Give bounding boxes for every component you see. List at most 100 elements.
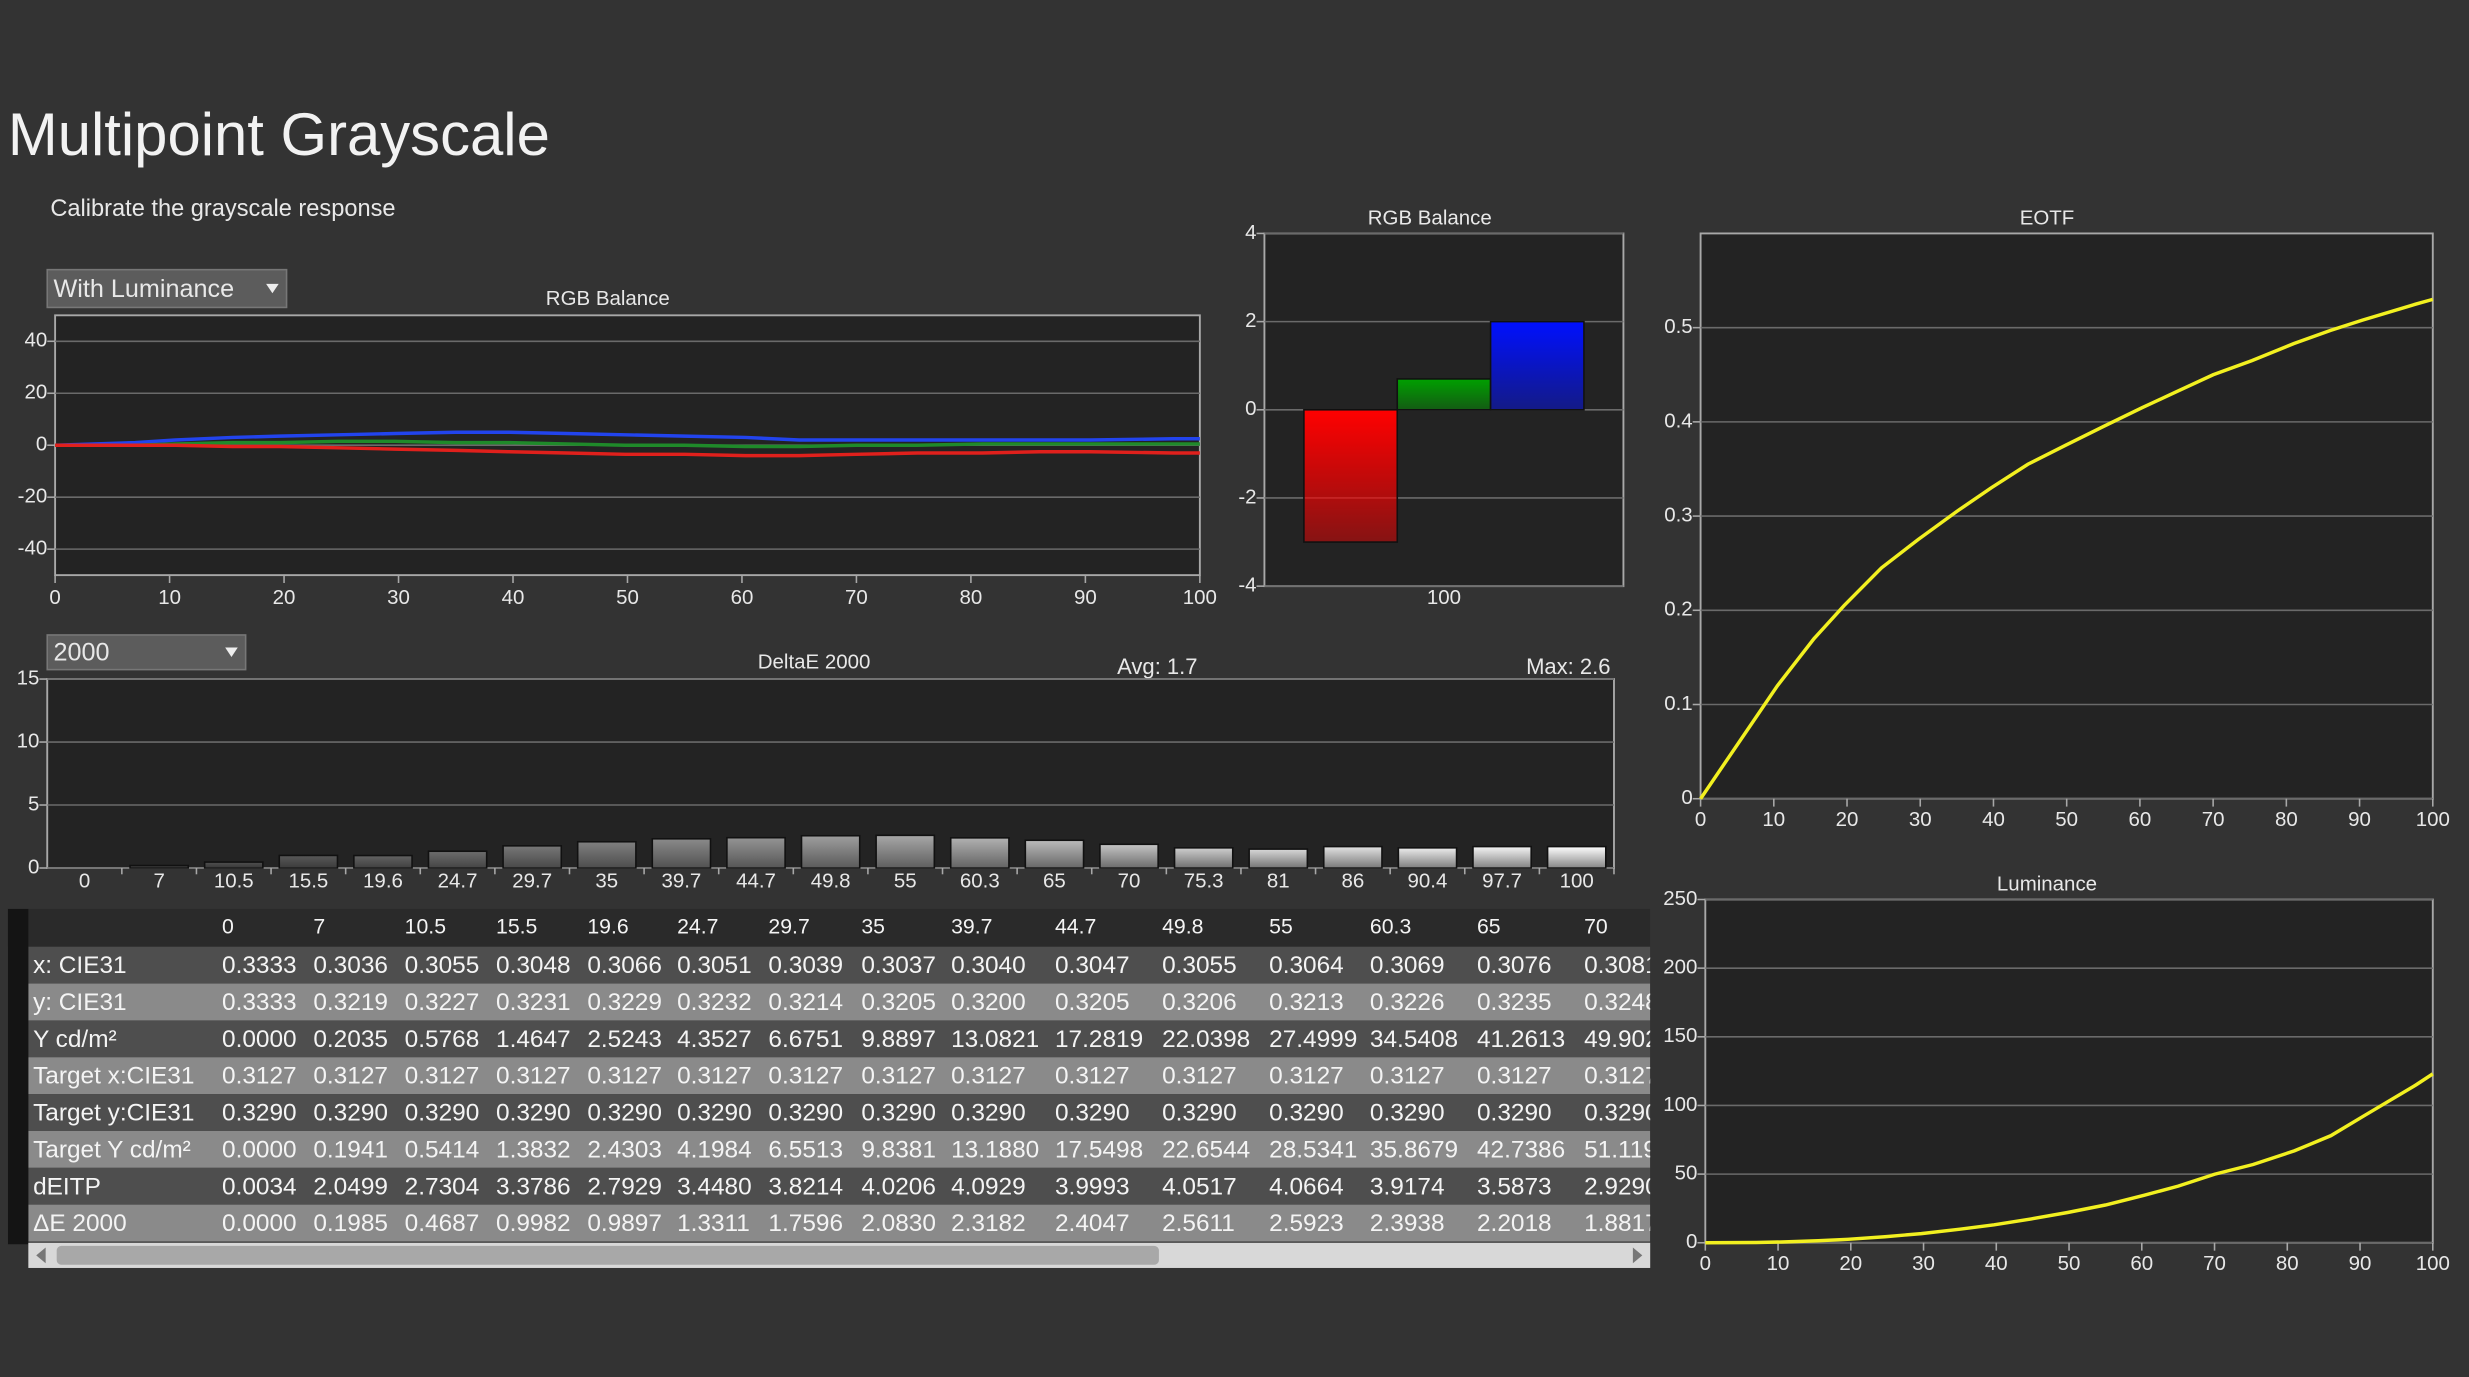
table-cell: 9.8897	[861, 1026, 936, 1053]
x-tick-label: 97.7	[1482, 870, 1522, 893]
table-cell: 1.8817	[1584, 1210, 1659, 1237]
table-cell: 49.9021	[1584, 1026, 1672, 1053]
x-tick-label: 100	[2416, 808, 2450, 831]
table-cell: 0.5414	[405, 1136, 480, 1163]
scroll-thumb[interactable]	[56, 1245, 1159, 1265]
row-label: ΔE 2000	[33, 1210, 127, 1237]
x-tick-label: 20	[273, 586, 296, 609]
x-tick-label: 44.7	[736, 870, 776, 893]
x-tick-label: 35	[595, 870, 618, 893]
table-cell: 0.0000	[222, 1136, 297, 1163]
bar	[1396, 378, 1492, 411]
data-line	[55, 443, 1200, 458]
column-header: 65	[1477, 914, 1501, 938]
table-cell: 0.3076	[1477, 952, 1552, 979]
x-tick-label: 10.5	[214, 870, 254, 893]
table-cell: 3.9993	[1055, 1173, 1130, 1200]
x-tick-label: 70	[1118, 870, 1141, 893]
table-cell: 27.4999	[1269, 1026, 1357, 1053]
x-tick-label: 60	[731, 586, 754, 609]
data-line	[1699, 297, 2434, 800]
table-cell: 0.4687	[405, 1210, 480, 1237]
x-tick-label: 0	[1700, 1252, 1711, 1275]
table-header-bg	[7, 908, 1651, 947]
dropdown-value[interactable]: With Luminance	[54, 275, 235, 303]
dropdown-arrow[interactable]	[266, 283, 279, 294]
table-cell: 13.0821	[951, 1026, 1039, 1053]
table-row-header-strip	[7, 908, 29, 1245]
x-tick-label: 81	[1267, 870, 1290, 893]
table-cell: 0.3127	[1584, 1063, 1659, 1090]
table-cell: 41.2613	[1477, 1026, 1565, 1053]
table-cell: 0.3229	[587, 989, 662, 1016]
table-row-bg	[28, 983, 1651, 1021]
table-cell: 0.3290	[313, 1100, 388, 1127]
table-cell: 0.3039	[768, 952, 843, 979]
y-tick-label: 0	[28, 855, 39, 878]
scroll-right[interactable]	[1632, 1247, 1643, 1264]
bar	[1024, 839, 1085, 869]
x-tick-label: 86	[1341, 870, 1364, 893]
table-cell: 0.3248	[1584, 989, 1659, 1016]
table-cell: 0.3127	[951, 1063, 1026, 1090]
table-cell: 0.3290	[1055, 1100, 1130, 1127]
table-cell: 0.3064	[1269, 952, 1344, 979]
table-cell: 2.0499	[313, 1173, 388, 1200]
row-label: Target y:CIE31	[33, 1100, 194, 1127]
column-header: 7	[313, 914, 325, 938]
x-tick-label: 30	[387, 586, 410, 609]
dropdown-box[interactable]	[46, 268, 288, 309]
scrollbar[interactable]	[28, 1242, 1651, 1268]
table-cell: 0.3219	[313, 989, 388, 1016]
data-table: 0 7 10.5 15.5 19.6 24.7 29.7 35 39.7 44.7 49.8 55 60…	[7, 908, 1672, 1245]
bar	[1173, 847, 1234, 869]
column-header: 44.7	[1055, 914, 1096, 938]
table-cell: 0.3213	[1269, 989, 1344, 1016]
bar	[875, 834, 936, 869]
chart: RGB Balance -40 -20 0 20 40 0 10 20 30 40 50 60 70 80 9…	[18, 287, 1217, 609]
x-tick-label: 90	[2349, 1252, 2372, 1275]
mode-dropdown[interactable]: With Luminance	[46, 268, 288, 309]
scroll-left[interactable]	[36, 1247, 46, 1264]
table-cell: 0.0034	[222, 1173, 297, 1200]
x-tick-label: 60	[2129, 808, 2152, 831]
y-tick-label: 0.2	[1664, 598, 1692, 621]
bar	[1248, 848, 1309, 869]
data-line	[55, 430, 1200, 447]
bar	[1397, 847, 1458, 869]
x-tick-label: 50	[2055, 808, 2078, 831]
table-cell: 0.3127	[587, 1063, 662, 1090]
bar	[1322, 845, 1383, 869]
table-cell: 0.3200	[951, 989, 1026, 1016]
table-cell: 2.7929	[587, 1173, 662, 1200]
table-cell: 3.8214	[768, 1173, 843, 1200]
column-header: 35	[861, 914, 885, 938]
table-cell: 17.5498	[1055, 1136, 1143, 1163]
table-cell: 0.3127	[1269, 1063, 1344, 1090]
table-cell: 0.3055	[405, 952, 480, 979]
bar	[1489, 320, 1585, 411]
table-cell: 22.6544	[1162, 1136, 1250, 1163]
table-cell: 9.8381	[861, 1136, 936, 1163]
table-cell: 0.3290	[405, 1100, 480, 1127]
dropdown-arrow[interactable]	[225, 647, 238, 658]
table-cell: 0.3066	[587, 952, 662, 979]
table-cell: 0.3127	[768, 1063, 843, 1090]
table-cell: 0.3290	[496, 1100, 571, 1127]
table-cell: 0.3127	[861, 1063, 936, 1090]
dropdown-value[interactable]: 2000	[54, 639, 110, 667]
column-header: 15.5	[496, 914, 537, 938]
bar	[726, 836, 786, 869]
annotation: Max: 2.6	[1526, 654, 1611, 679]
y-tick-label: -2	[1238, 485, 1256, 508]
x-tick-label: 55	[894, 870, 917, 893]
bar	[1303, 409, 1399, 543]
table-cell: 2.9290	[1584, 1173, 1659, 1200]
y-tick-label: 2	[1245, 309, 1256, 332]
table-cell: 0.3081	[1584, 952, 1659, 979]
x-tick-label: 60.3	[960, 870, 1000, 893]
dropdown-box[interactable]	[46, 634, 247, 671]
row-label: x: CIE31	[33, 952, 127, 979]
delta-dropdown[interactable]: 2000	[46, 634, 247, 671]
